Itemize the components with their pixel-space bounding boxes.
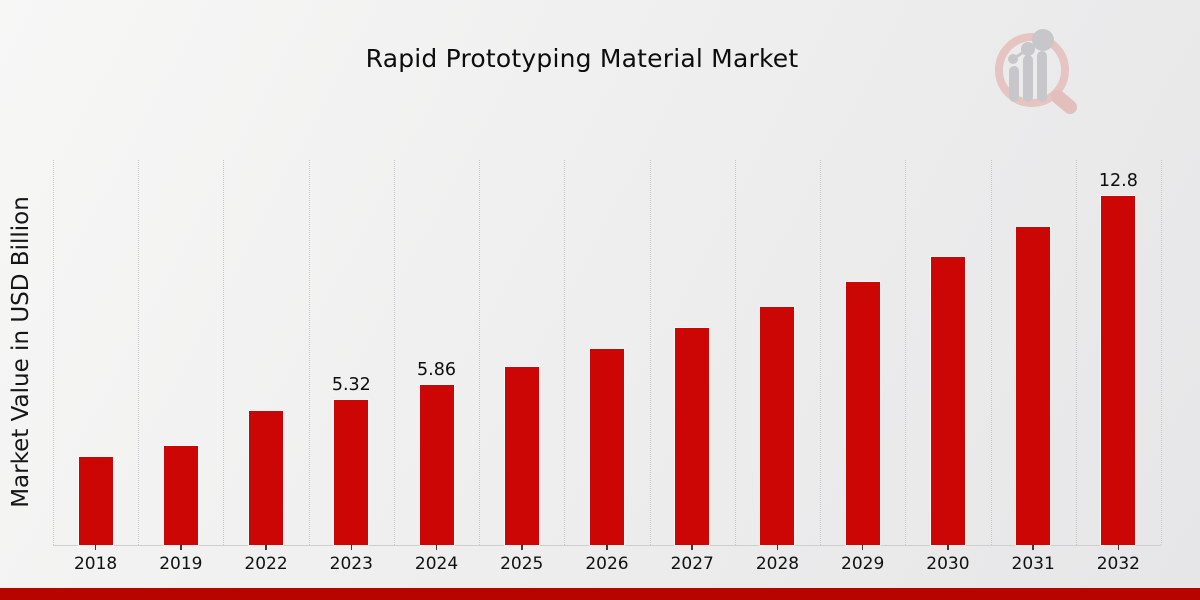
bar-value-label-2032: 12.8 <box>1098 170 1138 191</box>
gridline <box>564 160 566 545</box>
gridline <box>905 160 907 545</box>
bar-2025 <box>504 366 539 545</box>
bar-2018 <box>78 456 113 545</box>
x-tick-label-2026: 2026 <box>585 554 629 574</box>
gridline <box>734 160 736 545</box>
bar-2030 <box>930 256 965 545</box>
x-tick-2019 <box>180 545 182 550</box>
x-tick-2027 <box>691 545 693 550</box>
gridline <box>990 160 992 545</box>
bar-2019 <box>163 445 198 545</box>
bar-2024 <box>419 385 454 545</box>
x-tick-label-2018: 2018 <box>73 554 118 574</box>
gridline <box>479 160 481 545</box>
bar-2032 <box>1101 195 1136 545</box>
x-tick-2018 <box>94 545 97 550</box>
x-tick-label-2029: 2029 <box>841 554 885 574</box>
x-tick-label-2023: 2023 <box>329 554 373 574</box>
gridline <box>820 160 822 545</box>
gridline <box>1075 160 1077 545</box>
market-research-future-logo-watermark <box>995 29 1077 114</box>
magnifier-icon <box>995 33 1077 114</box>
x-tick-label-2019: 2019 <box>159 554 203 574</box>
x-tick-2030 <box>947 545 949 550</box>
bar-2026 <box>590 348 624 545</box>
bar-2023 <box>334 399 369 545</box>
x-tick-2025 <box>521 545 523 550</box>
bar-value-label-2024: 5.86 <box>417 360 457 380</box>
x-tick-2032 <box>1117 545 1120 550</box>
bar-2028 <box>760 306 795 545</box>
gridline <box>308 160 310 545</box>
growth-bars-icon <box>1008 29 1054 102</box>
x-tick-2028 <box>776 545 779 550</box>
x-tick-label-2032: 2032 <box>1096 554 1140 574</box>
x-tick-label-2024: 2024 <box>414 554 459 574</box>
x-tick-label-2028: 2028 <box>755 554 800 574</box>
footer-stripe <box>0 588 1200 600</box>
plot-area: 2018 2019 2022 2023 5.32 2024 5.86 2025 2026 2027… <box>53 160 1162 574</box>
x-tick-2026 <box>606 545 608 550</box>
bar-value-label-2023: 5.32 <box>331 374 371 395</box>
bar-2022 <box>249 411 284 545</box>
x-tick-label-2025: 2025 <box>500 554 544 574</box>
gridline <box>1161 160 1162 545</box>
gridline <box>393 160 395 545</box>
x-tick-label-2027: 2027 <box>670 554 714 574</box>
x-tick-2023 <box>350 545 353 550</box>
bar-2031 <box>1016 226 1051 545</box>
x-tick-2031 <box>1032 545 1034 550</box>
x-tick-label-2031: 2031 <box>1011 554 1055 574</box>
bar-2029 <box>845 282 880 545</box>
y-axis-label: Market Value in USD Billion <box>8 196 34 508</box>
gridline <box>53 160 54 545</box>
x-tick-2024 <box>435 545 438 550</box>
gridline <box>223 160 225 545</box>
x-tick-2029 <box>861 545 864 550</box>
x-tick-label-2030: 2030 <box>926 554 970 574</box>
chart-title: Rapid Prototyping Material Market <box>365 44 799 73</box>
x-tick-label-2022: 2022 <box>244 554 288 574</box>
x-tick-2022 <box>265 545 267 550</box>
bar-2027 <box>675 327 710 545</box>
gridline <box>138 160 140 545</box>
gridline <box>649 160 651 545</box>
